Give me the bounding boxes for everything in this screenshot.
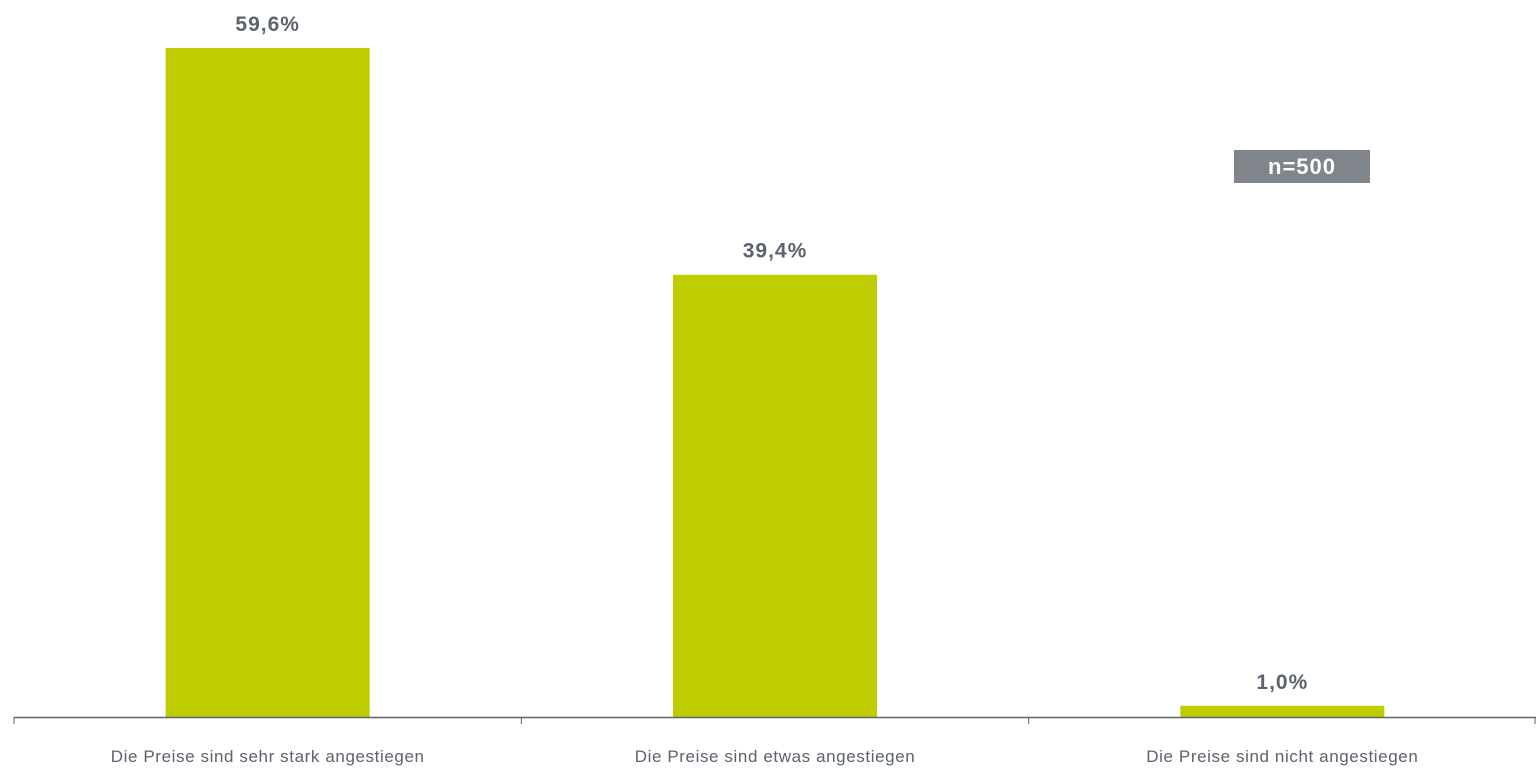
value-labels-group: 59,6% 39,4% 1,0%	[235, 13, 1308, 694]
x-axis	[13, 716, 1536, 724]
sample-size-badge: n=500	[1234, 150, 1370, 183]
category-label-1: Die Preise sind sehr stark angestiegen	[111, 747, 425, 766]
bars-group	[165, 48, 1385, 717]
category-label-2: Die Preise sind etwas angestiegen	[635, 747, 916, 766]
sample-size-badge-background	[1234, 150, 1370, 183]
sample-size-badge-text: n=500	[1268, 154, 1336, 179]
bar-1	[165, 48, 370, 717]
value-label-3: 1,0%	[1256, 671, 1308, 694]
category-labels-group: Die Preise sind sehr stark angestiegen Di…	[111, 747, 1418, 766]
bar-2	[673, 274, 877, 717]
category-label-3: Die Preise sind nicht angestiegen	[1146, 747, 1418, 766]
value-label-2: 39,4%	[743, 240, 808, 263]
value-label-1: 59,6%	[235, 13, 300, 36]
bar-3	[1180, 705, 1385, 717]
